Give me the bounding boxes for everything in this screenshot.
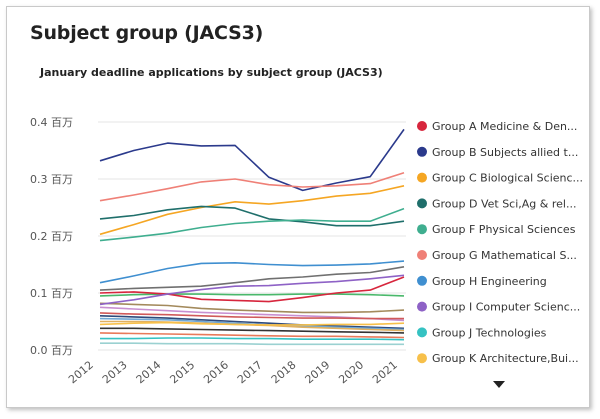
legend-swatch bbox=[417, 275, 427, 286]
series-line-unlisted[interactable] bbox=[100, 327, 405, 334]
legend-label: Group D Vet Sci,Ag & rel... bbox=[432, 197, 576, 210]
x-tick-label: 2021 bbox=[370, 358, 400, 386]
x-tick-label: 2016 bbox=[201, 358, 231, 386]
legend-swatch bbox=[417, 198, 427, 209]
series-line-5[interactable] bbox=[99, 171, 405, 202]
x-tick-label: 2017 bbox=[235, 358, 265, 386]
legend-label: Group G Mathematical S... bbox=[432, 249, 577, 262]
legend-item[interactable]: Group B Subjects allied t... bbox=[417, 146, 578, 159]
y-tick-label: 0.0 百万 bbox=[30, 344, 73, 357]
series-line-unlisted[interactable] bbox=[99, 302, 405, 314]
legend-scroll-down-icon[interactable] bbox=[493, 381, 505, 388]
legend-item[interactable]: Group G Mathematical S... bbox=[417, 249, 577, 262]
y-tick-label: 0.4 百万 bbox=[30, 116, 73, 129]
legend-label: Group C Biological Scienc... bbox=[432, 172, 583, 185]
series-line-0[interactable] bbox=[99, 276, 405, 303]
legend-label: Group A Medicine & Den... bbox=[432, 120, 577, 133]
series-line-unlisted[interactable] bbox=[99, 266, 405, 291]
x-tick-label: 2020 bbox=[336, 358, 366, 386]
x-tick-label: 2012 bbox=[66, 358, 96, 386]
legend-item[interactable]: Group K Architecture,Bui... bbox=[417, 352, 579, 365]
series-line-8[interactable] bbox=[100, 337, 405, 341]
y-tick-label: 0.2 百万 bbox=[30, 230, 73, 243]
legend: Group A Medicine & Den... Group B Subject… bbox=[417, 120, 583, 365]
series-line-unlisted[interactable] bbox=[99, 315, 405, 330]
legend-item[interactable]: Group A Medicine & Den... bbox=[417, 120, 577, 133]
series-lines bbox=[99, 128, 405, 346]
legend-label: Group F Physical Sciences bbox=[432, 223, 576, 236]
legend-label: Group I Computer Scienc... bbox=[432, 301, 580, 314]
legend-swatch bbox=[417, 224, 427, 235]
x-tick-label: 2013 bbox=[100, 358, 130, 386]
legend-swatch bbox=[417, 121, 427, 131]
series-line-9[interactable] bbox=[99, 321, 405, 326]
series-line-7[interactable] bbox=[99, 274, 405, 306]
y-tick-label: 0.1 百万 bbox=[30, 287, 73, 300]
legend-item[interactable]: Group J Technologies bbox=[417, 326, 547, 339]
legend-item[interactable]: Group I Computer Scienc... bbox=[417, 301, 580, 314]
y-axis-ticks: 0.0 百万 0.1 百万 0.2 百万 0.3 百万 0.4 百万 bbox=[30, 116, 73, 357]
series-line-1[interactable] bbox=[99, 128, 405, 192]
legend-swatch bbox=[417, 353, 427, 364]
y-tick-label: 0.3 百万 bbox=[30, 173, 73, 186]
series-line-unlisted[interactable] bbox=[100, 342, 404, 346]
x-tick-label: 2019 bbox=[303, 358, 333, 386]
legend-swatch bbox=[417, 301, 427, 312]
legend-item[interactable]: Group F Physical Sciences bbox=[417, 223, 576, 236]
legend-label: Group H Engineering bbox=[432, 275, 547, 288]
legend-label: Group K Architecture,Bui... bbox=[432, 352, 579, 365]
legend-swatch bbox=[417, 172, 427, 183]
series-line-4[interactable] bbox=[99, 207, 405, 242]
legend-swatch bbox=[417, 146, 427, 157]
x-tick-label: 2014 bbox=[134, 358, 164, 386]
page-title: Subject group (JACS3) bbox=[30, 22, 264, 44]
legend-item[interactable]: Group C Biological Scienc... bbox=[417, 172, 583, 185]
series-line-unlisted[interactable] bbox=[99, 332, 405, 339]
legend-swatch bbox=[417, 250, 427, 260]
x-axis-ticks: 2012 2013 2014 2015 2016 2017 2018 2019 2020 2021 bbox=[66, 358, 400, 386]
legend-item[interactable]: Group D Vet Sci,Ag & rel... bbox=[417, 197, 576, 210]
series-line-unlisted[interactable] bbox=[99, 293, 405, 297]
series-line-3[interactable] bbox=[99, 205, 405, 227]
legend-label: Group J Technologies bbox=[432, 326, 547, 339]
legend-swatch bbox=[417, 327, 427, 338]
legend-label: Group B Subjects allied t... bbox=[432, 146, 578, 159]
series-line-unlisted[interactable] bbox=[99, 312, 404, 320]
chart-card bbox=[6, 6, 590, 408]
series-line-2[interactable] bbox=[99, 185, 405, 236]
legend-item[interactable]: Group H Engineering bbox=[417, 275, 547, 288]
chart-title: January deadline applications by subject… bbox=[40, 66, 383, 79]
x-tick-label: 2015 bbox=[167, 358, 197, 386]
x-tick-label: 2018 bbox=[269, 358, 299, 386]
series-line-6[interactable] bbox=[99, 260, 405, 284]
